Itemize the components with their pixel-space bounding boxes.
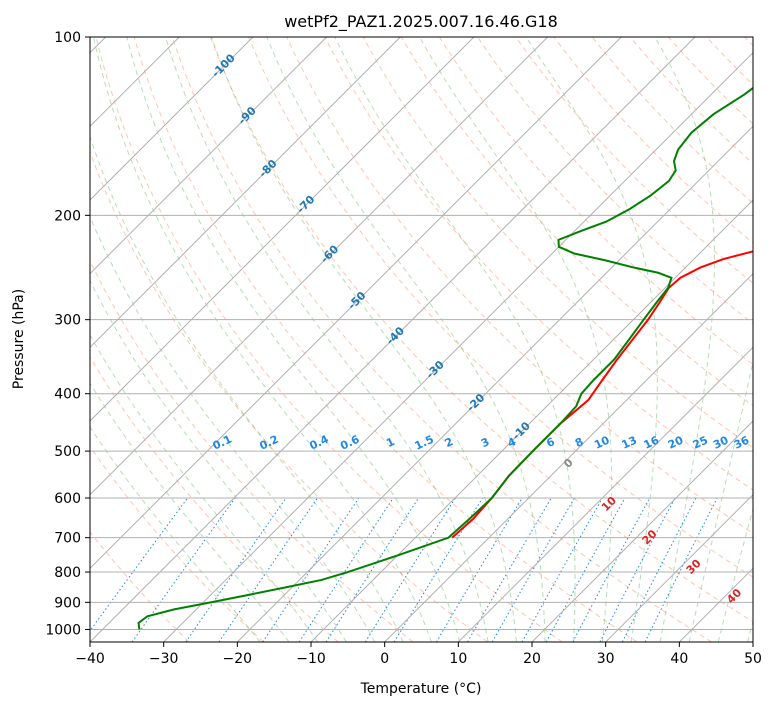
mixing-ratio-line (325, 497, 419, 642)
y-tick-label: 400 (54, 387, 81, 403)
mixing-ratio-line (521, 497, 603, 642)
mixing-ratio-line (364, 497, 456, 642)
moist-adiabat-line (211, 37, 517, 642)
x-tick-label: −10 (296, 651, 326, 667)
dry-adiabat-line (286, 37, 753, 534)
x-tick-label: −20 (223, 651, 253, 667)
moist-adiabat-line (90, 135, 404, 642)
isotherm-line (90, 37, 401, 349)
isotherm-line (90, 37, 254, 201)
x-tick-label: 50 (744, 651, 762, 667)
x-axis-label: Temperature (°C) (360, 681, 482, 697)
mixing-ratio-label: 16 (642, 433, 662, 451)
y-axis-label: Pressure (hPa) (11, 289, 27, 389)
y-tick-label: 900 (54, 595, 81, 611)
axes: −40 −30 −20 −10 0 10 20 30 40 50 100 200 300 400 500 60… (45, 30, 762, 667)
mixing-ratio-label: 30 (711, 433, 731, 451)
y-tick-label: 500 (54, 444, 81, 460)
x-tick-label: −30 (149, 651, 179, 667)
moist-adiabat-line (418, 37, 613, 642)
isotherm-line (90, 37, 328, 275)
isotherm-line (310, 199, 753, 642)
isotherm-line (90, 37, 696, 642)
mixing-ratio-label: 25 (691, 434, 710, 452)
x-tick-label: 10 (449, 651, 467, 667)
dry-adiabat-line (95, 37, 563, 642)
dry-adiabat-line (210, 37, 753, 623)
mixing-ratio-line (185, 497, 287, 642)
x-tick-label: 30 (597, 651, 615, 667)
x-tick-label: 0 (380, 651, 389, 667)
mixing-ratio-label: 13 (620, 434, 639, 452)
y-tick-label: 800 (54, 565, 81, 581)
y-tick-label: 600 (54, 491, 81, 507)
moist-adiabat-line (126, 37, 461, 642)
dry-adiabat-line (248, 37, 753, 578)
isotherm-line (90, 37, 622, 570)
x-tick-label: 20 (523, 651, 541, 667)
x-tick-label: −40 (75, 651, 105, 667)
mixing-ratio-line (621, 497, 697, 642)
mixing-ratio-label: 36 (732, 433, 752, 451)
moist-adiabat-line (93, 37, 432, 642)
y-tick-label: 700 (54, 531, 81, 547)
y-tick-label: 1000 (45, 622, 81, 638)
plot-frame (89, 36, 754, 643)
mixing-ratio-line (131, 497, 236, 642)
isotherm-line (457, 346, 753, 642)
moist-adiabat-line (266, 37, 546, 642)
moist-adiabat-line (90, 215, 376, 642)
chart-title: wetPf2_PAZ1.2025.007.16.46.G18 (284, 12, 558, 32)
y-tick-label: 300 (54, 313, 81, 329)
isotherm-line (605, 493, 753, 642)
moist-adiabat-line (654, 37, 715, 642)
isotherm-line (163, 51, 753, 642)
isotherm-line (236, 125, 753, 642)
y-tick-label: 100 (54, 30, 81, 46)
moist-adiabat-line (90, 334, 319, 642)
moist-adiabat-line (90, 279, 347, 642)
isotherm-line (384, 272, 753, 642)
mixing-ratio-line (298, 497, 394, 642)
mixing-ratio-label: 10 (592, 433, 612, 451)
dry-adiabat-line (90, 259, 414, 642)
moist-adiabat-line (165, 37, 489, 642)
isotherm-line (90, 37, 549, 496)
mixing-ratio-line (262, 497, 360, 642)
isotherm-line (90, 37, 475, 422)
mixing-ratio-line (545, 497, 626, 642)
mixing-ratio-line (90, 497, 188, 632)
mixing-ratio-label: 20 (666, 433, 686, 451)
mixing-ratio-line (644, 497, 718, 642)
dry-adiabat-line (90, 531, 190, 642)
isotherm-line (531, 420, 753, 642)
dry-adiabat-line (133, 37, 638, 642)
moist-adiabat-line (525, 37, 658, 642)
y-tick-label: 200 (54, 208, 81, 224)
dry-adiabat-line (324, 37, 753, 491)
moist-adiabat-line (334, 37, 576, 642)
dry-adiabat-line (400, 37, 753, 407)
dry-adiabat-line (439, 37, 753, 366)
mixing-ratio-line (572, 497, 651, 642)
dewpoint-profile-line (137, 86, 753, 630)
plot-area: -100-90-80-70-60-50-40-30-20-100.1 0.2 0.4… (90, 37, 753, 642)
mixing-ratio-line (599, 497, 676, 642)
x-tick-label: 40 (670, 651, 688, 667)
mixing-ratio-line (218, 497, 318, 642)
dry-adiabat-line (90, 356, 339, 642)
